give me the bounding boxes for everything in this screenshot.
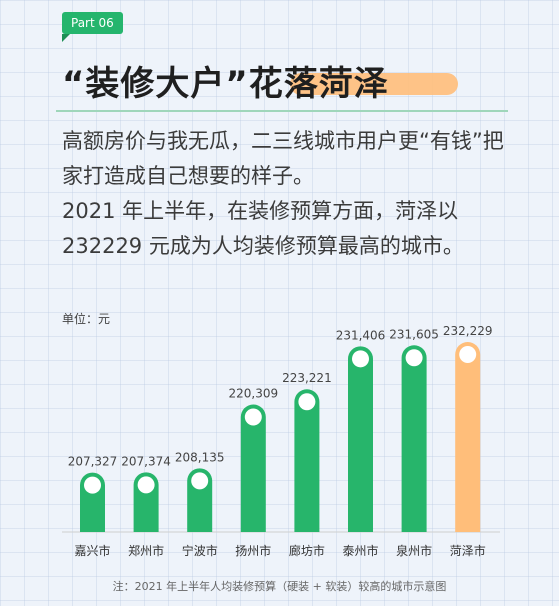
part-tag: Part 06 (62, 12, 123, 34)
bar (348, 346, 373, 532)
bar (294, 389, 320, 532)
description: 高额房价与我无瓜，二三线城市用户更“有钱”把家打造成自己想要的样子。 2021 … (62, 124, 512, 264)
data-label: 231,605 (389, 327, 439, 341)
unit-label: 单位：元 (62, 312, 111, 326)
bar-top-dot (405, 349, 423, 367)
data-label: 223,221 (282, 371, 332, 385)
footnote: 注：2021 年上半年人均装修预算（硬装 + 软装）较高的城市示意图 (112, 580, 447, 593)
title-divider (56, 110, 508, 112)
category-label: 宁波市 (182, 543, 218, 558)
bar-top-dot (459, 346, 477, 363)
data-label: 207,327 (68, 455, 118, 469)
category-label: 扬州市 (235, 543, 271, 558)
page-title: “装修大户”花落菏泽 (62, 64, 389, 104)
bar (240, 404, 266, 532)
data-label: 220,309 (228, 387, 278, 401)
data-label: 231,406 (336, 328, 386, 342)
category-label: 嘉兴市 (74, 543, 110, 558)
highlight-marker (290, 73, 458, 95)
bar-top-dot (298, 393, 316, 411)
data-label: 208,135 (175, 450, 225, 464)
category-label: 廊坊市 (289, 543, 325, 558)
bar-top-dot (244, 408, 262, 426)
paragraph-1: 高额房价与我无瓜，二三线城市用户更“有钱”把家打造成自己想要的样子。 (62, 129, 504, 188)
data-label: 207,374 (121, 454, 171, 468)
bar-top-dot (352, 350, 369, 368)
paragraph-2: 2021 年上半年，在装修预算方面，菏泽以 232229 元成为人均装修预算最高… (62, 199, 464, 258)
data-label: 232,229 (443, 324, 493, 338)
category-label: 郑州市 (128, 543, 164, 558)
bar (455, 341, 481, 532)
bar-top-dot (137, 476, 155, 494)
category-label: 泉州市 (396, 543, 432, 558)
bar-top-dot (191, 472, 209, 490)
tag-corner-decoration (62, 34, 70, 42)
bar-top-dot (84, 476, 101, 494)
category-label: 菏泽市 (450, 543, 486, 558)
category-label: 泰州市 (342, 543, 378, 558)
bar (401, 345, 427, 532)
